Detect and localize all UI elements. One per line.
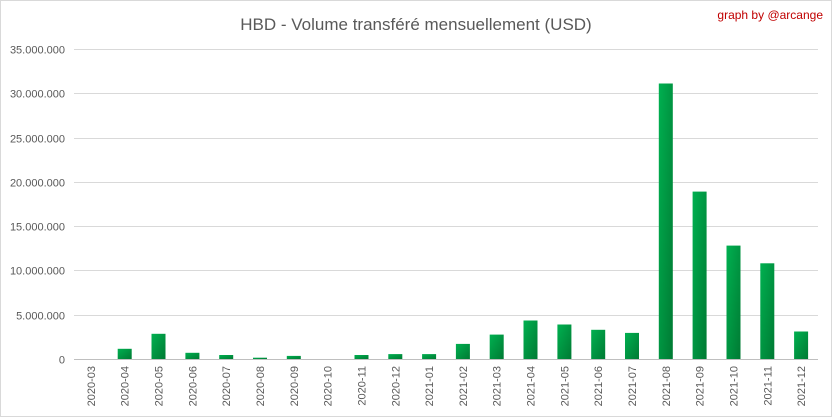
x-tick-label: 2021-01 (424, 366, 436, 406)
x-tick-label: 2021-04 (526, 366, 538, 406)
bars (117, 83, 809, 359)
x-tick-label: 2021-10 (728, 366, 740, 406)
bar-2021-03 (489, 334, 504, 359)
x-tick-label: 2020-12 (390, 366, 402, 406)
y-tick-label: 10.000.000 (10, 266, 65, 278)
x-tick-label: 2021-03 (492, 366, 504, 406)
y-tick-label: 5.000.000 (16, 311, 65, 323)
x-tick-label: 2021-11 (762, 366, 774, 406)
bar-2021-04 (523, 320, 538, 359)
bar-2020-04 (117, 348, 132, 359)
y-tick-label: 25.000.000 (10, 134, 65, 146)
x-tick-label: 2020-10 (323, 366, 335, 406)
y-tick-label: 15.000.000 (10, 222, 65, 234)
x-tick-label: 2021-02 (458, 366, 470, 406)
bar-2020-08 (253, 357, 267, 359)
x-tick-label: 2020-06 (187, 366, 199, 406)
bar-2021-07 (625, 332, 639, 359)
x-tick-label: 2020-04 (120, 366, 132, 406)
bar-2021-08 (658, 83, 673, 359)
bar-2020-07 (219, 355, 234, 359)
bar-2021-09 (692, 191, 707, 359)
x-tick-label: 2021-08 (661, 366, 673, 406)
x-tick-label: 2021-12 (796, 366, 808, 406)
x-tick-label: 2020-03 (86, 366, 98, 406)
x-tick-label: 2020-07 (221, 366, 233, 406)
x-tick-label: 2020-09 (289, 366, 301, 406)
x-tick-label: 2020-08 (255, 366, 267, 406)
x-tick-label: 2021-09 (695, 366, 707, 406)
y-tick-label: 30.000.000 (10, 89, 65, 101)
bar-2020-11 (354, 355, 369, 359)
y-axis-ticks: 0 5.000.000 10.000.000 15.000.000 20.000.000… (10, 45, 65, 367)
y-tick-label: 20.000.000 (10, 178, 65, 190)
x-tick-label: 2021-05 (559, 366, 571, 406)
bar-2021-10 (726, 245, 741, 359)
x-axis-ticks: 2020-03 2020-04 2020-05 2020-06 2020-07 2020-… (86, 366, 808, 406)
bar-2020-05 (151, 333, 166, 359)
x-tick-label: 2021-07 (627, 366, 639, 406)
bar-2021-06 (591, 329, 606, 359)
bar-2020-09 (286, 355, 301, 359)
x-tick-label: 2020-11 (356, 366, 368, 406)
bar-2021-01 (422, 354, 437, 359)
bar-2021-02 (455, 343, 470, 359)
bar-2020-12 (388, 354, 403, 359)
x-tick-label: 2021-06 (593, 366, 605, 406)
y-tick-label: 0 (59, 355, 65, 367)
chart-credit: graph by @arcange (717, 8, 823, 22)
y-tick-label: 35.000.000 (10, 45, 65, 57)
bar-2021-05 (557, 324, 572, 359)
bar-2021-11 (760, 263, 775, 359)
bar-2020-06 (185, 352, 200, 359)
x-tick-label: 2020-05 (154, 366, 166, 406)
chart-title: HBD - Volume transféré mensuellement (US… (240, 15, 591, 34)
bar-2021-12 (794, 331, 809, 359)
